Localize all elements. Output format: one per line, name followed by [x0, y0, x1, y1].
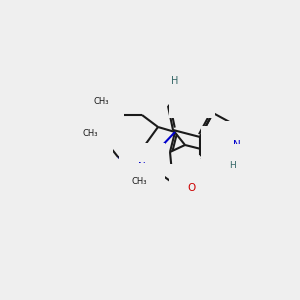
Text: N: N — [233, 140, 241, 150]
Text: N: N — [188, 89, 196, 99]
Text: H: H — [171, 76, 179, 86]
Text: CH₃: CH₃ — [82, 128, 98, 137]
Text: CH₃: CH₃ — [131, 178, 147, 187]
Text: N: N — [138, 162, 146, 172]
Text: H: H — [229, 176, 236, 184]
Text: O: O — [188, 183, 196, 193]
Text: H: H — [229, 160, 236, 169]
Text: CH₃: CH₃ — [93, 98, 109, 106]
Text: C: C — [219, 143, 225, 153]
Text: N: N — [221, 165, 229, 175]
Text: CH₃: CH₃ — [90, 121, 106, 130]
